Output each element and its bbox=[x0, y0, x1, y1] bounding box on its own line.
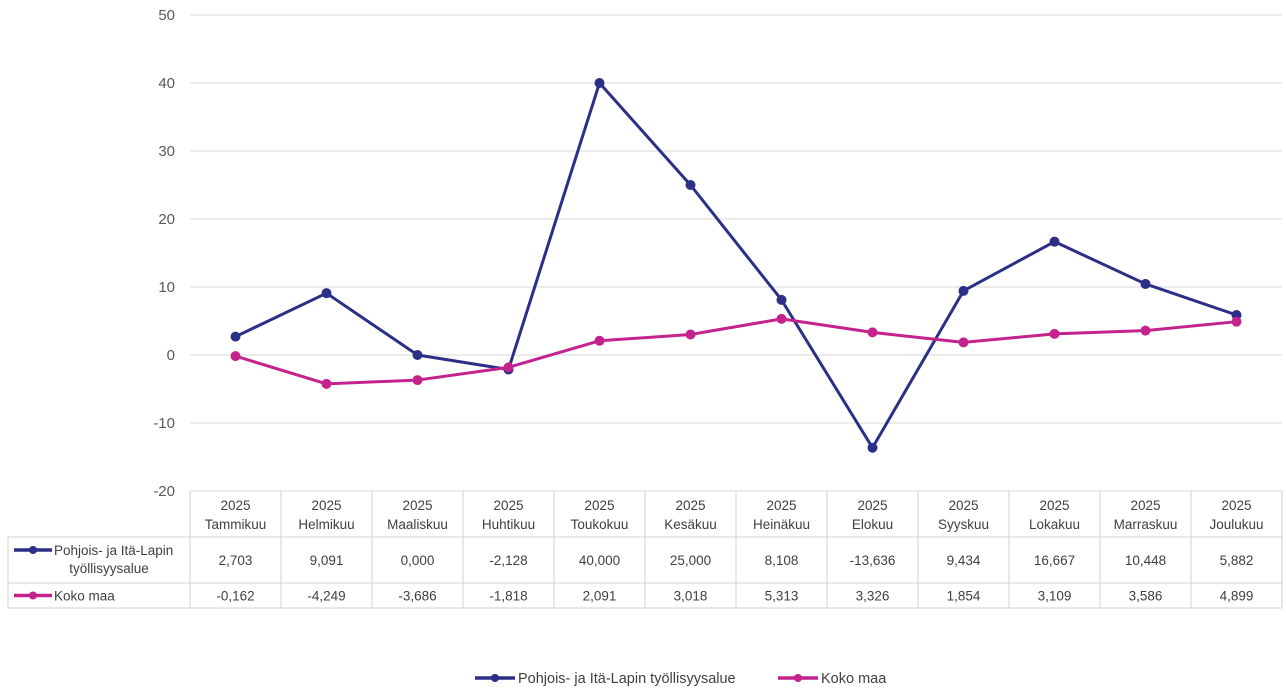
data-point bbox=[594, 335, 605, 346]
data-point bbox=[1140, 325, 1151, 336]
table-value-cell: 8,108 bbox=[765, 553, 799, 568]
table-value-cell: 40,000 bbox=[579, 553, 620, 568]
table-value-cell: 2,703 bbox=[219, 553, 253, 568]
y-tick-label-50: 50 bbox=[158, 7, 175, 24]
data-point bbox=[594, 78, 605, 88]
category-month-label: Maaliskuu bbox=[387, 517, 448, 532]
category-year-label: 2025 bbox=[675, 498, 705, 513]
category-month-label: Heinäkuu bbox=[753, 517, 810, 532]
category-month-label: Lokakuu bbox=[1029, 517, 1080, 532]
table-value-cell: -0,162 bbox=[216, 589, 254, 604]
category-month-label: Tammikuu bbox=[205, 517, 267, 532]
data-point bbox=[958, 337, 969, 348]
category-month-label: Syyskuu bbox=[938, 517, 989, 532]
category-year-label: 2025 bbox=[402, 498, 432, 513]
data-point bbox=[412, 350, 423, 360]
table-value-cell: 3,109 bbox=[1038, 589, 1072, 604]
table-series-name: Koko maa bbox=[54, 589, 115, 604]
data-point bbox=[1049, 236, 1060, 247]
data-point bbox=[503, 362, 514, 373]
table-series-name: työllisyysalue bbox=[69, 561, 149, 576]
legend-entry: Koko maa bbox=[821, 671, 887, 687]
data-point bbox=[230, 331, 241, 342]
category-year-label: 2025 bbox=[584, 498, 614, 513]
category-month-label: Helmikuu bbox=[298, 517, 354, 532]
table-legend-key-marker bbox=[29, 546, 37, 554]
data-point bbox=[685, 180, 696, 190]
category-year-label: 2025 bbox=[766, 498, 796, 513]
series-line-1 bbox=[234, 81, 1238, 450]
y-tick-label-30: 30 bbox=[158, 143, 175, 160]
table-value-cell: 3,326 bbox=[856, 589, 890, 604]
y-tick-label-10: 10 bbox=[158, 279, 175, 296]
table-value-cell: -1,818 bbox=[489, 589, 527, 604]
table-value-cell: 1,854 bbox=[947, 589, 981, 604]
category-year-label: 2025 bbox=[311, 498, 341, 513]
table-value-cell: 5,882 bbox=[1220, 553, 1254, 568]
legend-key-marker bbox=[794, 674, 802, 682]
category-month-label: Joulukuu bbox=[1209, 517, 1263, 532]
category-year-label: 2025 bbox=[1039, 498, 1069, 513]
data-point bbox=[230, 351, 241, 362]
data-point bbox=[321, 288, 332, 299]
data-point bbox=[412, 375, 423, 386]
data-point bbox=[1049, 328, 1060, 339]
category-month-label: Marraskuu bbox=[1114, 517, 1178, 532]
table-value-cell: 0,000 bbox=[401, 553, 435, 568]
category-month-label: Kesäkuu bbox=[664, 517, 717, 532]
table-value-cell: 9,434 bbox=[947, 553, 981, 568]
table-value-cell: 3,018 bbox=[674, 589, 708, 604]
table-value-cell: -13,636 bbox=[850, 553, 896, 568]
category-month-label: Toukokuu bbox=[571, 517, 629, 532]
data-point bbox=[776, 294, 787, 305]
series-line-2 bbox=[234, 317, 1238, 386]
table-value-cell: -2,128 bbox=[489, 553, 527, 568]
table-value-cell: 3,586 bbox=[1129, 589, 1163, 604]
category-year-label: 2025 bbox=[1130, 498, 1160, 513]
data-point bbox=[776, 313, 787, 324]
y-tick-label--10: -10 bbox=[153, 415, 175, 432]
y-tick-label-40: 40 bbox=[158, 75, 175, 92]
table-value-cell: 25,000 bbox=[670, 553, 711, 568]
category-year-label: 2025 bbox=[857, 498, 887, 513]
data-point bbox=[958, 285, 969, 296]
category-year-label: 2025 bbox=[493, 498, 523, 513]
data-point bbox=[685, 329, 696, 340]
category-year-label: 2025 bbox=[948, 498, 978, 513]
table-value-cell: 16,667 bbox=[1034, 553, 1075, 568]
category-year-label: 2025 bbox=[220, 498, 250, 513]
table-value-cell: 2,091 bbox=[583, 589, 617, 604]
table-legend-key-marker bbox=[29, 591, 37, 600]
table-value-cell: 9,091 bbox=[310, 553, 344, 568]
data-point bbox=[867, 327, 878, 338]
y-tick-label--20: -20 bbox=[153, 483, 175, 500]
table-value-cell: 5,313 bbox=[765, 589, 799, 604]
y-tick-label-20: 20 bbox=[158, 211, 175, 228]
table-value-cell: -3,686 bbox=[398, 589, 436, 604]
legend-entry: Pohjois- ja Itä-Lapin työllisyysalue bbox=[518, 671, 736, 687]
data-point bbox=[1140, 278, 1151, 289]
legend-key-marker bbox=[491, 674, 499, 682]
data-point bbox=[1231, 316, 1242, 327]
category-month-label: Elokuu bbox=[852, 517, 893, 532]
table-value-cell: 10,448 bbox=[1125, 553, 1166, 568]
table-series-name: Pohjois- ja Itä-Lapin bbox=[54, 543, 173, 558]
category-year-label: 2025 bbox=[1221, 498, 1251, 513]
y-tick-label-0: 0 bbox=[167, 347, 175, 364]
table-value-cell: -4,249 bbox=[307, 589, 345, 604]
data-point bbox=[867, 442, 878, 453]
data-point bbox=[321, 378, 332, 389]
category-month-label: Huhtikuu bbox=[482, 517, 535, 532]
table-value-cell: 4,899 bbox=[1220, 589, 1254, 604]
